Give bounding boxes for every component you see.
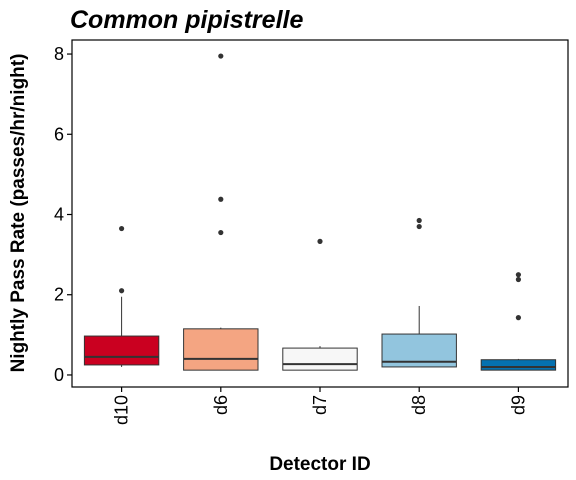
x-tick-label-d8: d8: [409, 395, 429, 415]
x-tick-label-d10: d10: [112, 395, 132, 425]
y-tick-label-6: 6: [54, 124, 64, 144]
outlier-d6-0: [218, 229, 224, 236]
y-tick-label-8: 8: [54, 44, 64, 64]
outlier-d6-2: [218, 53, 224, 59]
box-iqr-d10: [83, 335, 160, 366]
outlier-d6-1: [218, 196, 224, 202]
y-axis: 0 2 4 6 8: [54, 44, 72, 385]
box-iqr-d7: [282, 347, 358, 371]
x-axis: d10 d6 d7 d8 d9: [112, 387, 528, 425]
box-d10: [83, 225, 160, 367]
y-tick-label-2: 2: [54, 285, 64, 305]
chart-title: Common pipistrelle: [70, 6, 303, 34]
outlier-d7-0: [317, 238, 323, 244]
plot-area: [83, 53, 557, 371]
outlier-d10-0: [119, 288, 125, 294]
box-iqr-d9: [480, 359, 557, 371]
outlier-d9-1: [515, 276, 522, 283]
y-axis-title: Nightly Pass Rate (passes/hr/night): [8, 54, 29, 373]
plot-panel-border: [71, 39, 569, 388]
box-d9: [480, 272, 557, 371]
x-tick-label-d6: d6: [211, 395, 231, 415]
y-tick-label-4: 4: [54, 205, 64, 225]
outlier-d8-1: [416, 217, 422, 224]
x-tick-label-d9: d9: [508, 395, 528, 415]
x-tick-label-d7: d7: [310, 395, 330, 415]
box-d8: [381, 217, 457, 368]
box-d6: [183, 53, 259, 371]
outlier-d9-2: [515, 272, 522, 278]
y-tick-label-0: 0: [54, 365, 64, 385]
outlier-d10-1: [119, 225, 125, 232]
box-iqr-d6: [183, 328, 259, 371]
outlier-d8-0: [416, 223, 422, 230]
outlier-d9-0: [515, 315, 522, 321]
box-d7: [282, 238, 358, 371]
x-axis-title: Detector ID: [269, 454, 370, 475]
